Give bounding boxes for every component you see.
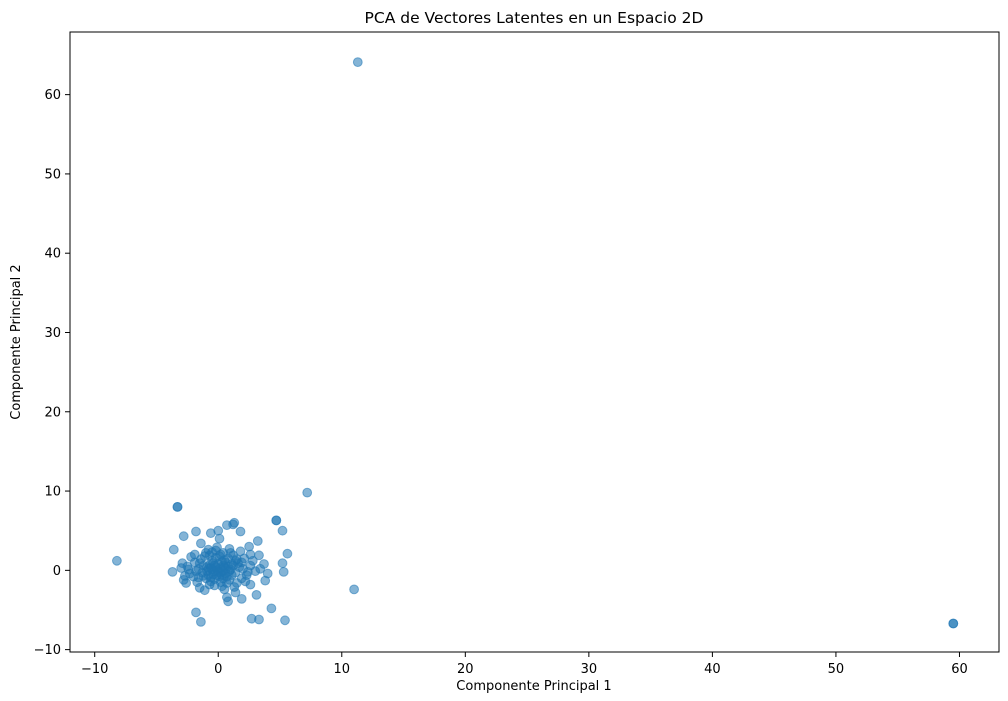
data-point [235,546,246,557]
data-point [252,536,263,546]
data-point [948,618,959,629]
y-axis-label: Componente Principal 2 [9,264,24,419]
x-axis-label: Componente Principal 1 [456,679,611,694]
data-point [222,578,232,588]
data-point [180,571,190,581]
data-point [254,614,264,625]
y-axis-ticks: −10 0 10 20 30 40 50 60 [34,88,70,658]
x-tick-label: 30 [581,662,598,677]
y-tick-label: 60 [44,88,61,103]
y-tick-label: 30 [44,326,61,341]
chart-title: PCA de Vectores Latentes en un Espacio 2… [365,9,704,27]
data-point [205,563,216,573]
data-point [191,607,201,618]
data-point [251,590,262,600]
y-tick-label: 50 [44,167,61,182]
x-tick-label: 20 [457,662,474,677]
data-point [244,541,255,552]
data-point [176,563,187,573]
data-point [255,563,266,574]
data-point [168,544,179,555]
data-point [278,567,289,577]
data-point [245,549,256,560]
data-point [236,594,247,604]
data-point [243,567,253,577]
data-point [198,571,209,581]
data-point [302,487,313,498]
plot-frame [69,31,1000,653]
data-point [191,526,201,537]
data-point [196,617,206,627]
data-point [213,525,224,536]
x-tick-label: 0 [214,662,222,677]
data-point [112,555,122,566]
data-point [229,582,240,592]
y-tick-label: 0 [53,564,61,579]
data-points [112,57,959,629]
data-point [189,549,200,560]
data-point [349,584,360,595]
data-point [225,548,236,558]
x-tick-label: 50 [828,662,845,677]
x-tick-label: 10 [334,662,351,677]
data-point [240,576,251,587]
data-point [280,615,290,626]
data-point [167,567,178,577]
data-point [235,526,246,537]
data-point [277,558,288,569]
data-point [236,557,247,568]
data-point [199,585,210,596]
data-point [178,531,189,542]
data-point [196,538,206,549]
data-point [352,57,363,67]
data-point [228,560,239,571]
data-point [214,533,225,544]
x-tick-label: 40 [704,662,721,677]
data-point [172,502,183,512]
data-point [218,566,229,576]
data-point [260,575,271,586]
y-tick-label: 20 [44,405,61,420]
data-point [207,547,218,557]
data-point [194,558,205,569]
data-point [215,549,226,560]
data-point [277,525,288,536]
data-point [209,580,220,591]
y-tick-label: 40 [44,247,61,262]
data-point [266,603,277,614]
data-point [222,520,232,530]
data-point [271,515,282,526]
x-tick-label: 60 [951,662,968,677]
y-tick-label: 10 [44,485,61,500]
x-axis-ticks: −10 0 10 20 30 40 50 60 [81,652,968,677]
y-tick-label: −10 [34,643,61,658]
x-tick-label: −10 [81,662,108,677]
data-point [282,548,293,559]
